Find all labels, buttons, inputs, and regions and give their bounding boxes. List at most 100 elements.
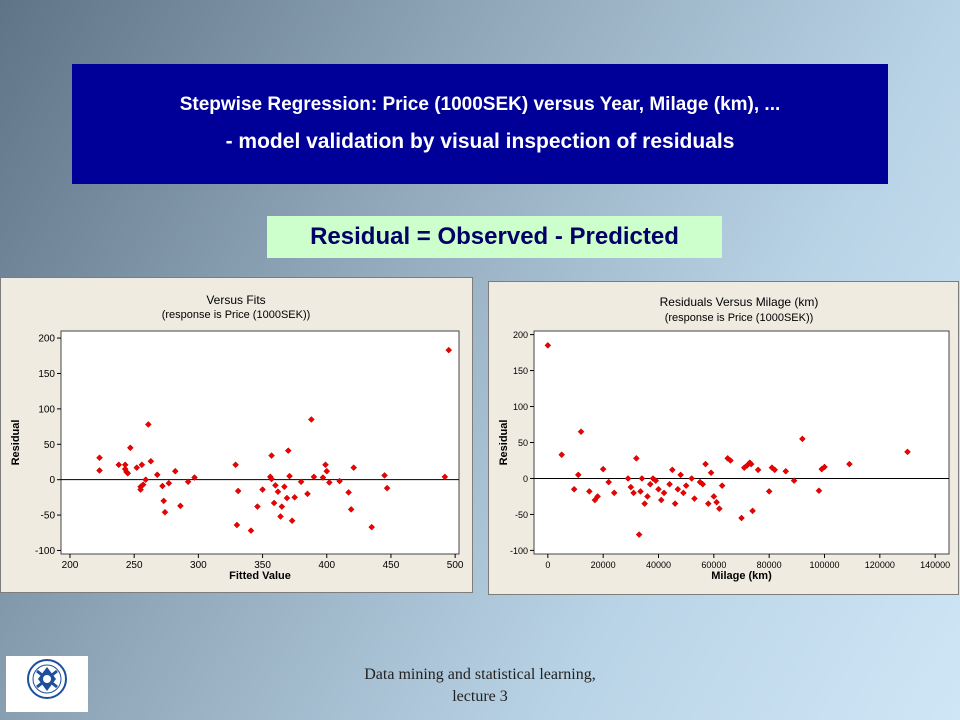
data-point — [570, 485, 578, 493]
university-logo — [6, 656, 88, 712]
data-point — [160, 497, 168, 505]
data-point — [574, 471, 582, 479]
data-point — [630, 489, 637, 497]
data-point — [350, 464, 358, 471]
data-point — [754, 466, 762, 474]
data-point — [713, 498, 720, 506]
data-point — [142, 476, 150, 484]
data-point — [259, 486, 266, 493]
data-point — [322, 461, 329, 469]
university-logo-icon — [27, 659, 67, 699]
data-point — [724, 454, 732, 462]
data-point — [232, 461, 239, 469]
footer-lecture: lecture 3 — [452, 688, 508, 705]
y-tick-label: 50 — [518, 438, 528, 448]
y-tick-label: 0 — [523, 474, 528, 484]
data-point — [368, 523, 376, 531]
data-point — [790, 477, 798, 484]
data-point — [153, 471, 161, 479]
x-tick-label: 250 — [126, 560, 143, 571]
data-point — [278, 503, 286, 510]
x-tick-label: 100000 — [809, 560, 839, 570]
x-tick-label: 0 — [545, 560, 550, 570]
data-point — [765, 488, 773, 495]
y-tick-label: 150 — [513, 366, 528, 376]
data-point — [633, 454, 640, 462]
data-point — [441, 473, 449, 481]
data-point — [336, 477, 343, 485]
data-point — [139, 481, 147, 488]
data-point — [274, 488, 282, 496]
data-point — [96, 454, 103, 462]
data-point — [644, 493, 651, 500]
y-tick-label: -100 — [510, 546, 528, 556]
data-point — [591, 496, 599, 504]
data-point — [605, 478, 613, 486]
data-point — [137, 486, 144, 493]
data-point — [165, 479, 173, 487]
chart-subtitle: (response is Price (1000SEK)) — [665, 312, 814, 324]
data-point — [319, 474, 327, 481]
data-point — [749, 507, 756, 515]
data-point — [646, 480, 654, 488]
x-tick-label: 60000 — [701, 560, 726, 570]
data-point — [747, 460, 755, 468]
data-point — [652, 477, 660, 484]
y-tick-label: -100 — [35, 546, 55, 557]
data-point — [381, 472, 388, 479]
slide-subtitle: - model validation by visual inspection … — [225, 130, 735, 153]
data-point — [671, 500, 679, 507]
y-tick-label: -50 — [515, 510, 528, 520]
chart-subtitle: (response is Price (1000SEK)) — [162, 309, 311, 321]
data-point — [124, 469, 132, 477]
data-point — [610, 489, 618, 497]
data-point — [115, 461, 123, 469]
y-tick-label: 50 — [44, 440, 56, 451]
data-point — [657, 496, 665, 504]
data-point — [191, 474, 198, 481]
data-point — [347, 506, 355, 513]
data-point — [677, 471, 684, 479]
y-axis-label: Residual — [498, 420, 510, 466]
x-tick-label: 40000 — [646, 560, 671, 570]
data-point — [234, 487, 242, 495]
y-tick-label: 100 — [513, 402, 528, 412]
data-point — [268, 452, 275, 459]
x-tick-label: 300 — [190, 560, 207, 571]
data-point — [184, 478, 192, 486]
x-tick-label: 400 — [318, 560, 335, 571]
data-point — [702, 460, 709, 468]
data-point — [680, 489, 687, 497]
data-point — [638, 475, 646, 482]
x-tick-label: 20000 — [591, 560, 616, 570]
data-point — [727, 457, 734, 464]
data-point — [268, 475, 275, 483]
data-point — [161, 508, 169, 516]
footer-course: Data mining and statistical learning, — [364, 666, 596, 683]
data-point — [674, 485, 682, 493]
data-point — [682, 482, 690, 490]
data-point — [270, 499, 278, 507]
data-point — [782, 467, 790, 475]
y-tick-label: -50 — [41, 511, 56, 522]
data-point — [707, 469, 715, 477]
chart-title: Residuals Versus Milage (km) — [660, 295, 819, 309]
data-point — [904, 448, 911, 456]
data-point — [96, 467, 103, 474]
x-tick-label: 200 — [62, 560, 79, 571]
data-point — [577, 428, 585, 436]
data-point — [738, 514, 745, 522]
data-point — [718, 482, 726, 490]
data-point — [666, 480, 673, 488]
data-point — [171, 467, 179, 475]
versus-fits-chart: Versus Fits (response is Price (1000SEK))… — [10, 293, 464, 582]
data-point — [627, 483, 635, 491]
y-axis-label: Residual — [10, 420, 22, 466]
plot-area — [60, 330, 460, 555]
data-point — [345, 489, 352, 496]
x-tick-label: 500 — [447, 560, 464, 571]
data-point — [284, 447, 292, 454]
x-tick-label: 450 — [383, 560, 400, 571]
data-point — [254, 503, 261, 510]
data-point — [445, 346, 453, 354]
